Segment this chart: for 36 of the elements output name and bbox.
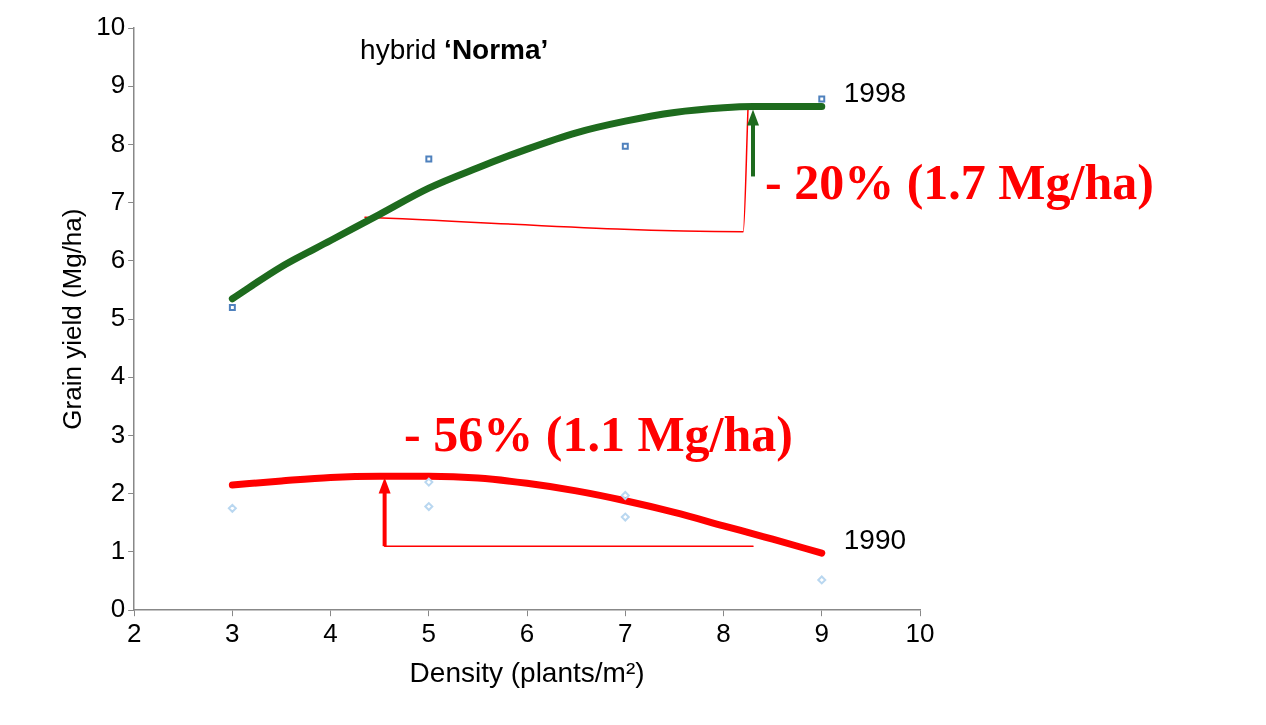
- series-label: 1998: [843, 77, 907, 109]
- series-label: 1990: [843, 523, 907, 555]
- point: [228, 303, 236, 311]
- point: [620, 491, 630, 501]
- point: [425, 155, 433, 163]
- annotation: - 56% (1.1 Mg/ha): [404, 405, 793, 462]
- x-tick-label: 4: [323, 617, 338, 648]
- y-tick-label: 10: [96, 11, 126, 42]
- y-axis-title: Grain yield (Mg/ha): [56, 208, 87, 430]
- y-tick-label: 9: [110, 69, 126, 100]
- x-tick-label: 6: [519, 617, 535, 648]
- point: [620, 512, 630, 522]
- x-tick-label: 3: [225, 617, 240, 648]
- y-tick-label: 3: [110, 418, 126, 449]
- point: [227, 503, 237, 513]
- point: [621, 142, 629, 150]
- chart-title: hybrid ‘Norma’: [360, 34, 549, 66]
- point: [424, 502, 434, 512]
- x-tick-label: 7: [618, 617, 633, 648]
- y-tick-label: 4: [110, 360, 126, 391]
- x-axis-title: Density (plants/m²): [409, 656, 645, 688]
- y-tick-label: 0: [110, 593, 126, 624]
- y-tick-label: 5: [110, 302, 126, 333]
- x-tick-label: 9: [814, 617, 829, 648]
- y-tick-label: 7: [110, 185, 126, 216]
- annotation: - 20% (1.7 Mg/ha): [765, 153, 1154, 210]
- y-tick-label: 2: [110, 476, 126, 507]
- x-tick-label: 8: [716, 617, 731, 648]
- point: [817, 575, 827, 585]
- y-tick-label: 6: [110, 244, 126, 275]
- y-tick-label: 1: [110, 535, 126, 566]
- y-tick-label: 8: [110, 127, 126, 158]
- point: [818, 95, 826, 103]
- x-tick-label: 10: [905, 617, 935, 648]
- x-tick-label: 5: [421, 617, 437, 648]
- point: [424, 477, 434, 487]
